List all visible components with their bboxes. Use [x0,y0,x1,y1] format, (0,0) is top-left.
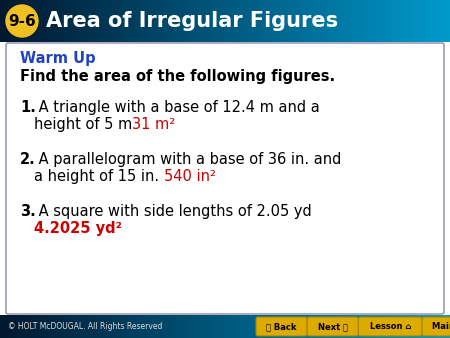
Text: 540 in²: 540 in² [164,169,216,184]
Text: 3.: 3. [20,204,36,219]
FancyBboxPatch shape [6,43,444,314]
Text: a height of 15 in.: a height of 15 in. [34,169,159,184]
Text: height of 5 m: height of 5 m [34,117,132,132]
Text: A square with side lengths of 2.05 yd: A square with side lengths of 2.05 yd [34,204,312,219]
FancyBboxPatch shape [307,317,358,336]
FancyBboxPatch shape [358,317,422,336]
Text: A triangle with a base of 12.4 m and a: A triangle with a base of 12.4 m and a [34,100,320,115]
Text: A parallelogram with a base of 36 in. and: A parallelogram with a base of 36 in. an… [34,152,342,167]
Circle shape [6,5,38,37]
Text: 9-6: 9-6 [8,14,36,28]
Text: Lesson ⌂: Lesson ⌂ [369,322,411,331]
Text: 1.: 1. [20,100,36,115]
FancyBboxPatch shape [256,317,307,336]
Text: Area of Irregular Figures: Area of Irregular Figures [46,11,338,31]
Text: 〈 Back: 〈 Back [266,322,297,331]
Text: 2.: 2. [20,152,36,167]
Text: Find the area of the following figures.: Find the area of the following figures. [20,70,335,84]
Text: © HOLT McDOUGAL. All Rights Reserved: © HOLT McDOUGAL. All Rights Reserved [8,322,162,331]
Text: Next 〉: Next 〉 [318,322,348,331]
Text: Warm Up: Warm Up [20,50,95,66]
Text: 31 m²: 31 m² [132,117,175,132]
FancyBboxPatch shape [422,317,450,336]
Text: 4.2025 yd²: 4.2025 yd² [34,221,122,236]
Text: Main ⌂: Main ⌂ [432,322,450,331]
